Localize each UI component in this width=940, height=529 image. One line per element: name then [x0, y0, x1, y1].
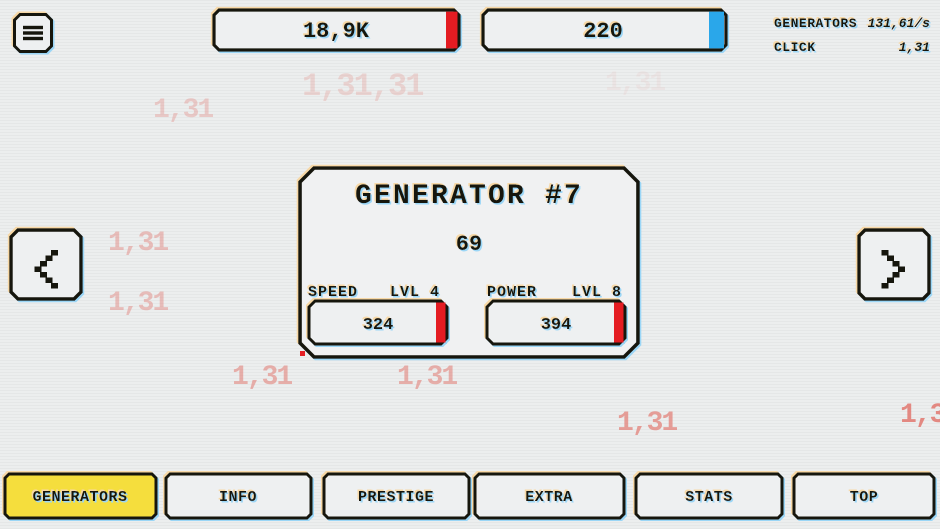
svg-text:LVL 8: LVL 8 — [572, 284, 622, 301]
svg-text:TOP: TOP — [850, 489, 879, 506]
svg-text:INFO: INFO — [219, 489, 257, 506]
svg-text:LVL 4: LVL 4 — [390, 284, 440, 301]
svg-text:69: 69 — [456, 232, 482, 257]
svg-text:131,61/s: 131,61/s — [868, 16, 931, 31]
svg-text:CLICK: CLICK — [774, 40, 816, 55]
svg-text:STATS: STATS — [685, 489, 733, 506]
svg-text:GENERATORS: GENERATORS — [774, 16, 857, 31]
svg-text:SPEED: SPEED — [308, 284, 358, 301]
svg-text:GENERATORS: GENERATORS — [32, 489, 127, 506]
svg-text:EXTRA: EXTRA — [525, 489, 573, 506]
svg-text:1,31: 1,31 — [899, 40, 930, 55]
svg-text:POWER: POWER — [487, 284, 537, 301]
svg-text:220: 220 — [583, 19, 623, 44]
svg-text:GENERATOR #7: GENERATOR #7 — [355, 181, 583, 212]
svg-text:PRESTIGE: PRESTIGE — [358, 489, 434, 506]
svg-text:394: 394 — [541, 316, 572, 335]
svg-text:18,9K: 18,9K — [303, 19, 370, 44]
svg-text:324: 324 — [363, 316, 394, 335]
